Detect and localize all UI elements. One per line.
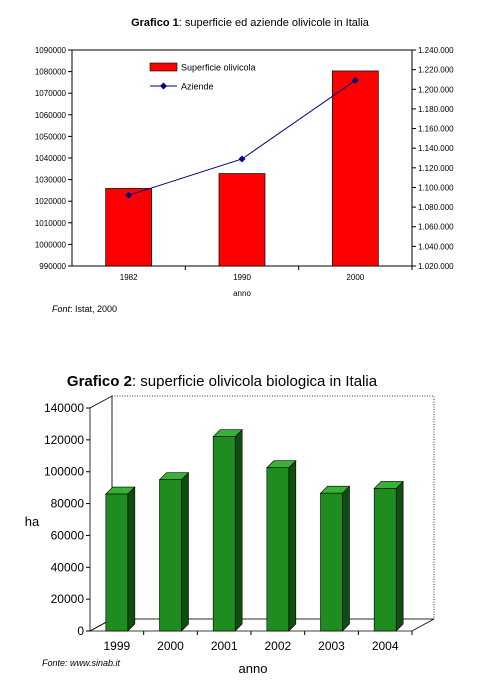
chart1-bar (331, 70, 379, 267)
legend-swatch-superficie (149, 62, 178, 72)
chart1-aziende-point (351, 76, 359, 84)
chart1-bar (218, 173, 266, 267)
chart2-x-tick-label: 2004 (372, 639, 399, 653)
chart2-bar-side (342, 485, 350, 632)
chart2-y-tick-label: 140000 (44, 401, 84, 415)
chart1-right-tick-label: 1.020.000 (418, 262, 454, 271)
chart1-right-tick-label: 1.120.000 (418, 164, 454, 173)
chart2-x-tick-label: 2001 (211, 639, 238, 653)
chart2-bar-front (159, 479, 182, 632)
chart2-bar (105, 486, 136, 632)
chart2-y-tick-label: 80000 (51, 497, 85, 511)
chart1-legend: Superficie olivicola Aziende (149, 62, 256, 92)
chart2-bar-front (320, 492, 343, 632)
chart1-x-axis-title: anno (233, 289, 251, 298)
chart1-left-tick-label: 1080000 (35, 68, 67, 77)
chart1-left-tick-label: 1090000 (35, 46, 67, 55)
legend-label-aziende: Aziende (181, 82, 214, 92)
chart2-x-tick-label: 2000 (157, 639, 184, 653)
chart2-bar (158, 471, 190, 632)
chart1-right-tick-label: 1.040.000 (418, 242, 454, 251)
chart1-left-tick-label: 1040000 (35, 154, 67, 163)
chart2-x-axis-title: anno (239, 661, 268, 676)
chart1-bar (105, 188, 153, 267)
chart2-bar-side (127, 486, 136, 632)
chart1-right-tick-label: 1.080.000 (418, 203, 454, 212)
chart1-left-tick-label: 1060000 (35, 111, 67, 120)
chart1-right-tick-label: 1.180.000 (418, 105, 454, 114)
chart2-y-axis: 0 20000 40000 60000 80000 100000 120000 140000 (44, 401, 90, 638)
chart2-bar (212, 428, 243, 632)
chart2-x-tick-label: 2003 (318, 639, 345, 653)
chart2-bar-side (288, 460, 297, 632)
chart1-left-tick-label: 1020000 (35, 197, 67, 206)
chart2-bar (373, 480, 404, 632)
chart2-bar-front (212, 436, 236, 632)
chart1-right-tick-label: 1.240.000 (418, 46, 454, 55)
chart2-x-tick-label: 1999 (103, 639, 130, 653)
chart2-bars (105, 428, 404, 632)
chart2-bar-side (395, 480, 404, 632)
chart1-right-tick-label: 1.200.000 (418, 85, 454, 94)
chart1-right-tick-label: 1.100.000 (418, 183, 454, 192)
chart1-x-axis: 1982 1990 2000 (120, 266, 413, 282)
chart1-left-tick-label: 1030000 (35, 176, 67, 185)
chart-1: Grafico 1: superficie ed aziende olivico… (35, 17, 454, 314)
chart2-x-axis: 1999 2000 2001 2002 2003 2004 (103, 631, 413, 653)
chart2-y-tick-label: 0 (77, 624, 84, 638)
chart1-x-tick-label: 2000 (346, 273, 364, 282)
chart1-left-tick-label: 1000000 (35, 240, 67, 249)
chart2-title: Grafico 2: superficie olivicola biologic… (67, 373, 378, 390)
chart2-bar-side (234, 428, 243, 632)
chart1-aziende-point (238, 155, 246, 163)
chart2-bar (266, 460, 297, 632)
chart2-source: Fonte: www.sinab.it (42, 658, 121, 668)
chart1-right-tick-label: 1.060.000 (418, 223, 454, 232)
chart2-y-tick-label: 100000 (44, 465, 84, 479)
chart2-bar-front (266, 467, 290, 632)
chart1-title: Grafico 1: superficie ed aziende olivico… (131, 17, 370, 29)
chart1-left-tick-label: 1070000 (35, 89, 67, 98)
chart-2: Grafico 2: superficie olivicola biologic… (25, 373, 435, 676)
chart2-x-tick-label: 2002 (264, 639, 291, 653)
chart2-y-tick-label: 20000 (51, 592, 85, 606)
chart2-y-tick-label: 120000 (44, 433, 84, 447)
chart2-bar-front (105, 493, 129, 632)
chart1-source: Font: Istat, 2000 (52, 304, 117, 314)
chart1-right-tick-label: 1.220.000 (418, 66, 454, 75)
chart1-left-axis: 990000 1000000 1010000 1020000 1030000 104000… (35, 46, 72, 271)
chart2-y-tick-label: 60000 (51, 528, 85, 542)
chart1-right-tick-label: 1.160.000 (418, 125, 454, 134)
chart1-aziende-points (125, 76, 359, 199)
chart1-right-axis: 1.020.000 1.040.000 1.060.000 1.080.000 1.10… (412, 46, 454, 271)
chart1-bars (105, 70, 379, 267)
chart1-x-tick-label: 1990 (233, 273, 251, 282)
chart1-left-tick-label: 1010000 (35, 219, 67, 228)
chart2-bar-front (373, 488, 397, 632)
chart2-bar (319, 485, 351, 632)
chart2-bar-side (181, 471, 189, 632)
chart2-y-tick-label: 40000 (51, 560, 85, 574)
chart1-left-tick-label: 990000 (39, 262, 66, 271)
legend-marker-aziende (160, 82, 167, 90)
legend-label-superficie: Superficie olivicola (181, 63, 256, 73)
chart2-y-axis-title: ha (25, 514, 40, 529)
chart1-right-tick-label: 1.140.000 (418, 144, 454, 153)
chart1-aziende-point (125, 191, 133, 199)
chart1-x-tick-label: 1982 (120, 273, 138, 282)
chart1-left-tick-label: 1050000 (35, 132, 67, 141)
